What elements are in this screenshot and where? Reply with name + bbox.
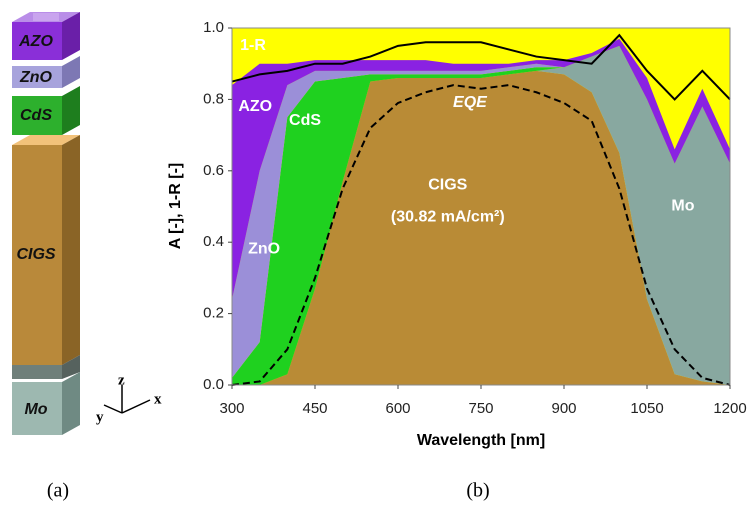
- side-face: [62, 355, 80, 379]
- y-tick-label: 0.6: [203, 162, 224, 179]
- y-axis-label: A [-], 1-R [-]: [167, 163, 184, 250]
- layer-cigs: [12, 145, 62, 365]
- caption: (a): [47, 480, 69, 502]
- y-tick-label: 0.0: [203, 376, 224, 393]
- line: [231, 33, 731, 101]
- y-tick-label: 0.2: [203, 305, 224, 322]
- y-tick-label: 0.4: [203, 233, 224, 250]
- layer-zno: [12, 66, 62, 88]
- side-face: [62, 372, 80, 435]
- layer-label: AZO: [18, 33, 53, 50]
- area: [232, 45, 730, 385]
- texture: [12, 365, 62, 379]
- top-face: [12, 135, 80, 145]
- x-tick-label: 450: [302, 400, 327, 417]
- layer-label: Mo: [24, 401, 47, 418]
- series-label: Mo: [671, 198, 694, 215]
- side-face: [62, 135, 80, 365]
- layer-azo: [12, 22, 62, 60]
- x-tick-label: 600: [385, 400, 410, 417]
- axis-label: y: [96, 409, 104, 425]
- layer-stack: AZO ZnO CdS CIGS Mo: [12, 12, 80, 435]
- layer-label: ZnO: [19, 69, 53, 86]
- y-tick-label: 0.8: [203, 90, 224, 107]
- side-face: [62, 56, 80, 88]
- top-face: [33, 13, 59, 21]
- line: [231, 84, 731, 386]
- axis-triad: [103, 385, 151, 414]
- annotation: (30.82 mA/cm²): [391, 208, 505, 225]
- series-label: CdS: [289, 112, 321, 129]
- series-label: AZO: [238, 98, 272, 115]
- x-tick-label: 1050: [630, 400, 663, 417]
- x-tick-label: 900: [551, 400, 576, 417]
- area: [232, 70, 730, 385]
- series-label: CIGS: [428, 176, 467, 193]
- layer-cds: [12, 96, 62, 135]
- area: [232, 38, 730, 300]
- axis-label: x: [154, 391, 162, 407]
- series-label: EQE: [453, 94, 488, 111]
- plot: 0.0 0.2 0.4 0.6 0.8 1.0 300 450 600 750 900 1050 120…: [203, 19, 747, 417]
- layer-label: CdS: [20, 107, 52, 124]
- y-tick-label: 1.0: [203, 19, 224, 36]
- side-face: [62, 12, 80, 60]
- x-tick-label: 1200: [713, 400, 746, 417]
- axis-arrow: [103, 404, 123, 414]
- axis-arrow: [121, 399, 151, 414]
- x-tick-label: 750: [468, 400, 493, 417]
- series-label: ZnO: [248, 241, 280, 258]
- layer-label: CIGS: [16, 246, 55, 263]
- x-axis-label: Wavelength [nm]: [417, 432, 545, 449]
- side-face: [62, 86, 80, 135]
- layer-mo: [12, 382, 62, 435]
- series-label: 1-R: [240, 37, 266, 54]
- axis-label: z: [118, 372, 125, 388]
- caption: (b): [466, 480, 489, 502]
- x-tick-label: 300: [219, 400, 244, 417]
- area: [232, 45, 730, 385]
